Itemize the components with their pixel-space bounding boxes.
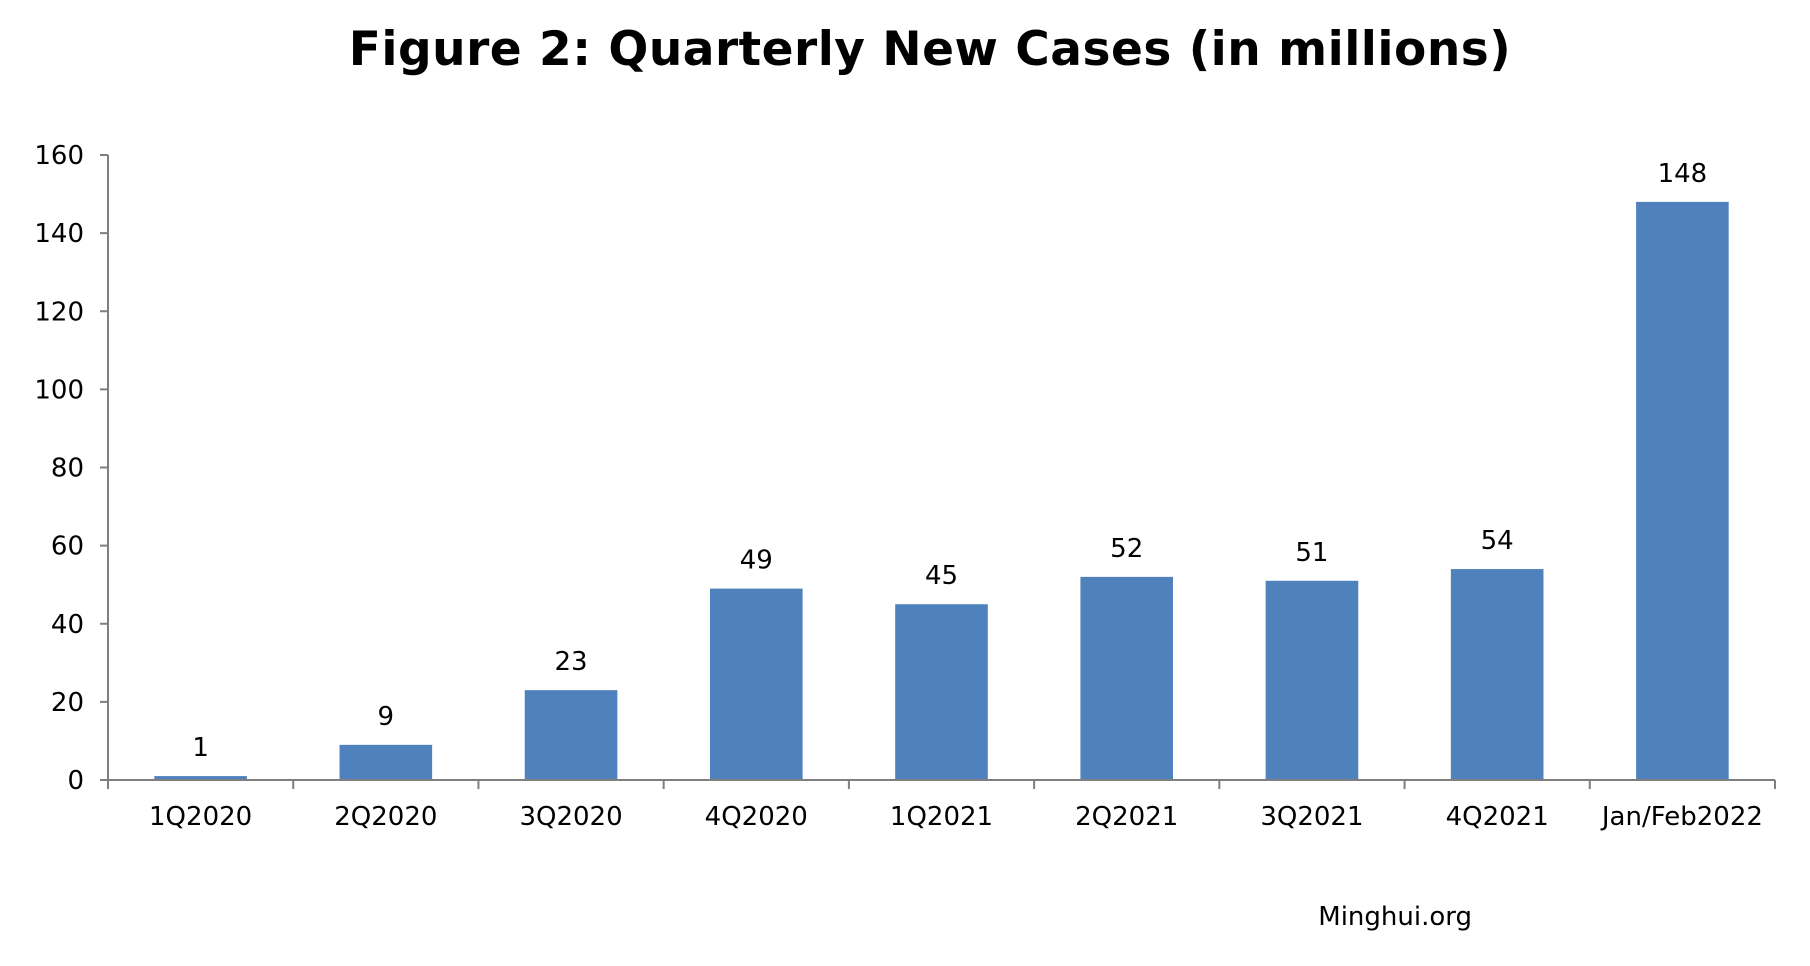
bar <box>1080 576 1174 780</box>
bar <box>1265 580 1359 780</box>
bar <box>1450 569 1544 780</box>
x-tick-label: 3Q2020 <box>519 802 622 832</box>
y-tick-label: 140 <box>34 219 84 249</box>
data-label: 49 <box>740 546 773 576</box>
y-tick-label: 160 <box>34 141 84 171</box>
y-tick-label: 60 <box>51 532 84 562</box>
bar <box>1636 201 1729 780</box>
y-tick-label: 20 <box>51 688 84 718</box>
y-tick-label: 100 <box>34 375 84 405</box>
bar <box>709 588 803 780</box>
y-tick-label: 40 <box>51 610 84 640</box>
x-axis: 1Q2020 2Q2020 3Q2020 4Q2020 1Q2021 2Q2021 3Q20… <box>107 779 1776 832</box>
bar <box>154 776 247 780</box>
x-tick-label: 4Q2020 <box>705 802 808 832</box>
data-label: 148 <box>1658 159 1708 189</box>
source-credit: Minghui.org <box>1318 902 1472 932</box>
x-tick-label: 1Q2021 <box>890 802 993 832</box>
y-tick-label: 0 <box>67 766 84 796</box>
x-tick-label: 1Q2020 <box>149 802 252 832</box>
data-label: 54 <box>1481 526 1514 556</box>
data-label: 1 <box>192 733 209 763</box>
data-label: 23 <box>555 647 588 677</box>
x-tick-label: 2Q2021 <box>1075 802 1178 832</box>
data-labels: 1 9 23 49 45 52 51 54 148 <box>192 159 1707 763</box>
data-label: 45 <box>925 561 958 591</box>
chart-title: Figure 2: Quarterly New Cases (in millio… <box>348 22 1512 77</box>
bar <box>524 690 618 780</box>
data-label: 51 <box>1295 538 1328 568</box>
y-tick-label: 120 <box>34 297 84 327</box>
bar <box>339 744 433 780</box>
x-tick-label: 2Q2020 <box>334 802 437 832</box>
bar <box>895 604 988 780</box>
x-tick-label: 4Q2021 <box>1446 802 1549 832</box>
data-label: 9 <box>378 702 395 732</box>
x-tick-label: 3Q2021 <box>1260 802 1363 832</box>
x-tick-label: Jan/Feb2022 <box>1600 802 1763 832</box>
bars <box>154 201 1729 780</box>
y-tick-label: 80 <box>51 454 84 484</box>
y-axis: 0 20 40 60 80 100 120 140 160 <box>34 141 109 796</box>
data-label: 52 <box>1110 534 1143 564</box>
